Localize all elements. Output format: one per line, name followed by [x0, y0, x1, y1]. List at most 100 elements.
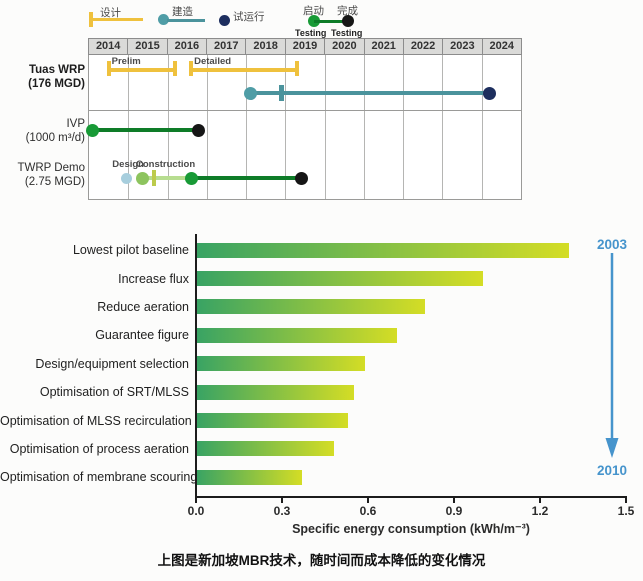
annotation-end-year: 2010 — [596, 463, 628, 478]
trial-run-dot-icon — [219, 15, 230, 26]
tick-mark — [453, 498, 455, 503]
bar-category-label: Optimisation of process aeration — [9, 441, 189, 456]
tick-mark — [281, 498, 283, 503]
x-axis-ticks — [195, 498, 627, 504]
gantt-row-label: TWRP Demo (2.75 MGD) — [0, 161, 85, 189]
gantt-dot — [192, 123, 206, 137]
gantt-dot-label: Design — [112, 159, 144, 170]
year-header-2022: 2022 — [402, 39, 442, 54]
row-sublabel: (1000 m³/d) — [25, 132, 85, 144]
bar-row: Lowest pilot baseline — [0, 236, 626, 264]
annotation-start-year: 2003 — [596, 237, 628, 252]
row-sublabel: (176 MGD) — [28, 78, 85, 90]
gantt-year-header: 2014 2015 2016 2017 2018 2019 2020 2021 2022 2023… — [88, 38, 522, 55]
bar-fill — [196, 271, 483, 287]
bar-row: Optimisation of membrane scouring — [0, 463, 626, 491]
construction-dot-icon — [158, 14, 169, 25]
year-header-2016: 2016 — [166, 39, 206, 54]
grid-line — [246, 55, 248, 199]
caption: 上图是新加坡MBR技术，随时间而成本降低的变化情况 — [157, 553, 486, 568]
row-sublabel: (2.75 MGD) — [24, 176, 85, 188]
gantt-bar-cap — [173, 61, 178, 76]
grid-line — [285, 55, 287, 199]
x-axis-title: Specific energy consumption (kWh/m⁻³) — [292, 522, 530, 536]
testing-line-icon — [314, 19, 350, 23]
bar-fill — [196, 299, 426, 315]
year-header-2014: 2014 — [95, 40, 121, 52]
grid-line — [481, 55, 483, 199]
gantt-dot — [120, 172, 132, 184]
tick-label: 0.6 — [359, 504, 377, 518]
gantt-dot — [294, 171, 308, 185]
legend-test-end-sub: Testing — [331, 28, 363, 38]
legend-test-start-sub: Testing — [295, 28, 327, 38]
construction-line-icon — [167, 18, 205, 22]
legend-test-start-label: 启动 — [303, 5, 324, 17]
testing-end-dot-icon — [342, 15, 354, 27]
gantt-bar-label: Detailed — [194, 56, 232, 67]
tick-mark — [367, 498, 369, 503]
tick-mark — [195, 498, 197, 503]
bar-fill — [196, 441, 334, 457]
y-axis-line — [195, 234, 197, 498]
bar-row: Optimisation of SRT/MLSS — [0, 378, 626, 406]
design-bar-line-icon — [91, 17, 143, 21]
tick-mark — [625, 498, 627, 503]
legend-test-end-label: 完成 — [337, 5, 358, 17]
row-label: IVP — [66, 118, 85, 130]
gantt-line — [142, 176, 192, 180]
legend-design-label: 设计 — [100, 7, 121, 19]
gantt-chart: 设计 建造 试运行 启动 完成 Testing Testing 2014 2015… — [0, 0, 540, 220]
gantt-line — [191, 176, 302, 180]
row-label: TWRP Demo — [17, 162, 85, 174]
gantt-dot — [483, 86, 497, 100]
gantt-line — [250, 91, 490, 95]
grid-line — [403, 55, 405, 199]
bar-track — [196, 271, 626, 287]
bar-category-label: Reduce aeration — [97, 299, 189, 314]
x-axis-tick-labels: 0.0 0.3 0.6 0.9 1.2 1.5 — [188, 504, 635, 518]
x-axis-line — [195, 496, 627, 498]
gantt-dot — [243, 86, 257, 100]
year-header-2018: 2018 — [245, 39, 284, 54]
tick-label: 0.3 — [273, 504, 291, 518]
down-arrow-icon — [605, 253, 619, 458]
bar-rows: Lowest pilot baseline Increase flux Reduce… — [0, 236, 626, 492]
grid-line — [128, 55, 130, 199]
tick-mark — [539, 498, 541, 503]
bar-track — [196, 242, 626, 258]
tick-label: 0.9 — [445, 504, 463, 518]
bar-track — [196, 384, 626, 400]
grid-line — [363, 55, 365, 199]
bar-category-label: Optimisation of SRT/MLSS — [39, 385, 189, 400]
gantt-row-label: Tuas WRP (176 MGD) — [0, 63, 85, 91]
bar-track — [196, 356, 626, 372]
tick-label: 0.0 — [187, 504, 205, 518]
bar-track — [196, 469, 626, 485]
row-label: Tuas WRP — [28, 64, 85, 76]
energy-bar-chart: Lowest pilot baseline Increase flux Reduce… — [0, 230, 643, 542]
bar-fill — [196, 469, 303, 485]
gantt-bar-cap — [295, 61, 300, 76]
grid-divider — [89, 110, 521, 111]
bar-category-label: Optimisation of membrane scouring — [0, 470, 198, 485]
year-header-2021: 2021 — [363, 39, 403, 54]
gantt-grid-body: Prelim Detailed Design Construction — [86, 55, 522, 200]
bar-track — [196, 299, 626, 315]
grid-line — [324, 55, 326, 199]
gantt-bar-cap — [189, 61, 194, 76]
grid-line — [167, 55, 169, 199]
bar-fill — [196, 356, 366, 372]
bar-track — [196, 413, 626, 429]
gantt-bar — [108, 68, 176, 72]
bar-row: Optimisation of process aeration — [0, 435, 626, 463]
bar-row: Design/equipment selection — [0, 350, 626, 378]
bar-track — [196, 327, 626, 343]
bar-fill — [196, 384, 354, 400]
legend-construction-label: 建造 — [172, 6, 193, 18]
year-header-2019: 2019 — [284, 39, 324, 54]
gantt-tick — [279, 85, 284, 101]
bar-fill — [196, 327, 397, 343]
gantt-line — [92, 128, 199, 132]
